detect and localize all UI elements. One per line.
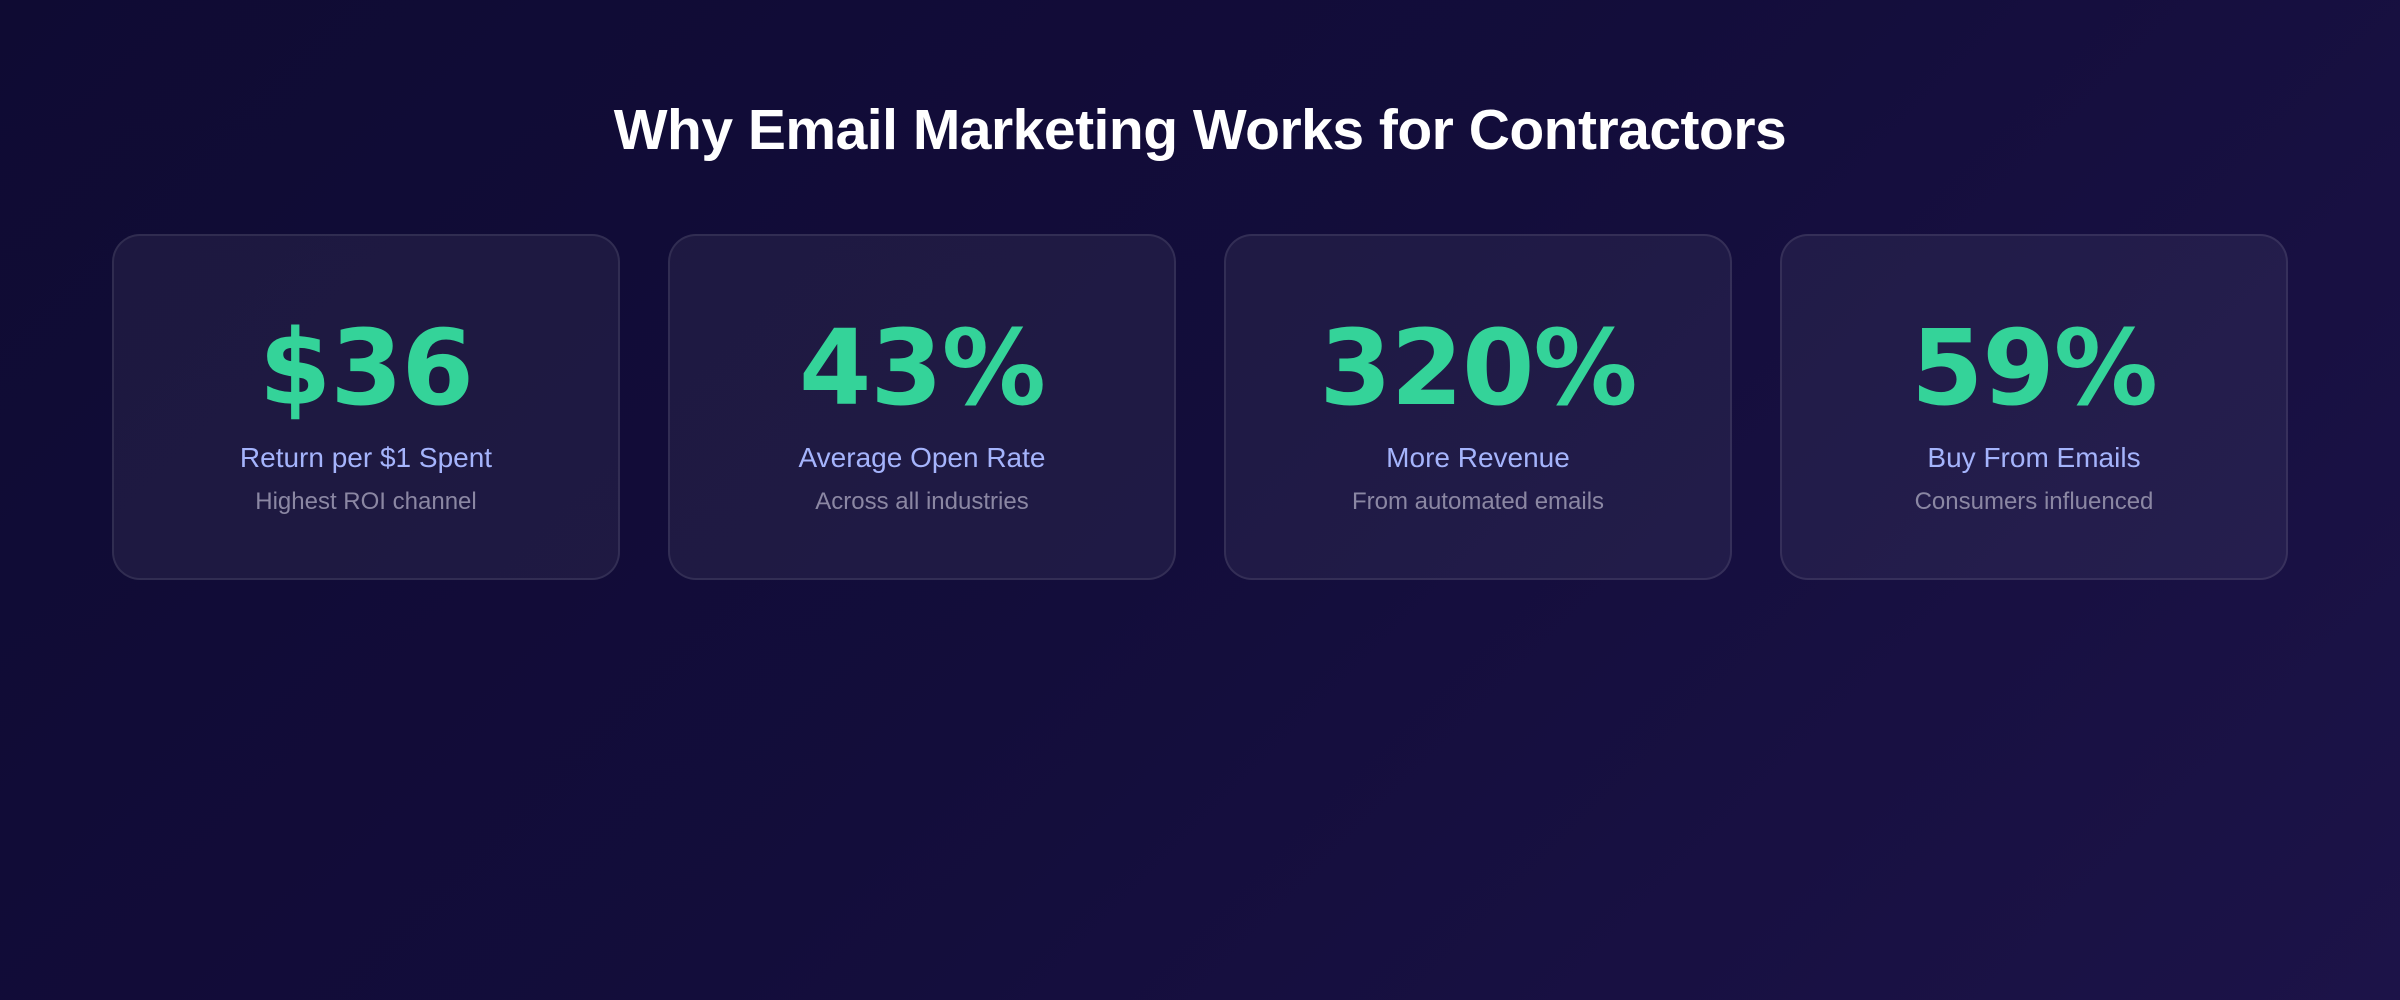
stat-value: 59%: [1911, 307, 2158, 429]
stat-card-revenue: 320% More Revenue From automated emails: [1224, 234, 1732, 580]
stat-value: $36: [258, 307, 474, 429]
stat-description: Highest ROI channel: [255, 488, 477, 515]
stat-value: 320%: [1319, 307, 1637, 429]
stat-label: Return per $1 Spent: [239, 442, 493, 473]
stat-value: 43%: [799, 307, 1046, 429]
stat-label: Average Open Rate: [798, 442, 1046, 473]
stat-label: More Revenue: [1386, 442, 1570, 473]
stat-card-open-rate: 43% Average Open Rate Across all industr…: [668, 234, 1176, 580]
stat-description: Consumers influenced: [1914, 488, 2154, 515]
section-title: Why Email Marketing Works for Contractor…: [613, 98, 1787, 162]
stat-label: Buy From Emails: [1927, 442, 2141, 473]
stat-description: From automated emails: [1351, 488, 1605, 515]
stat-card-roi: $36 Return per $1 Spent Highest ROI chan…: [112, 234, 620, 580]
stats-grid: $36 Return per $1 Spent Highest ROI chan…: [112, 234, 2288, 580]
stat-description: Across all industries: [815, 488, 1029, 515]
stat-card-buy-from-emails: 59% Buy From Emails Consumers influenced: [1780, 234, 2288, 580]
